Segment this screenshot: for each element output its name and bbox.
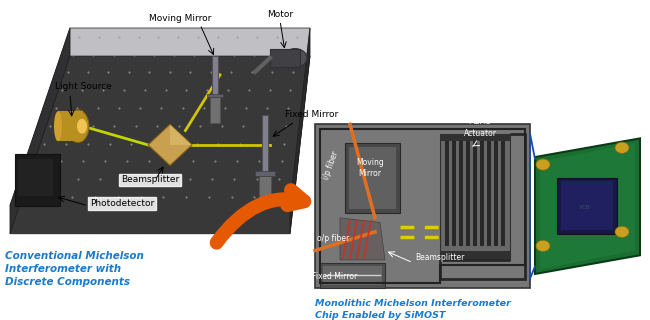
- Bar: [210, 97, 220, 124]
- Text: Photodetector: Photodetector: [90, 199, 154, 208]
- Bar: [320, 129, 525, 283]
- Text: i/p fiber: i/p fiber: [321, 150, 340, 181]
- Bar: [18, 159, 53, 196]
- Bar: [315, 124, 530, 288]
- Text: Moving Mirror: Moving Mirror: [149, 13, 211, 23]
- Polygon shape: [540, 143, 635, 269]
- Bar: [323, 266, 382, 285]
- Bar: [466, 138, 470, 246]
- Bar: [262, 115, 268, 175]
- Text: Monolithic Michelson Interferometer
Chip Enabled by SiMOST: Monolithic Michelson Interferometer Chip…: [315, 299, 511, 320]
- Ellipse shape: [536, 159, 550, 170]
- Bar: [452, 138, 456, 246]
- Text: Beamsplitter: Beamsplitter: [121, 175, 179, 184]
- Ellipse shape: [67, 110, 89, 143]
- Polygon shape: [148, 124, 192, 165]
- Bar: [487, 138, 491, 246]
- Bar: [58, 111, 83, 141]
- Ellipse shape: [155, 133, 185, 156]
- Polygon shape: [340, 218, 385, 260]
- Bar: [270, 49, 300, 67]
- Ellipse shape: [536, 240, 550, 252]
- Ellipse shape: [615, 226, 629, 237]
- Bar: [501, 138, 505, 246]
- Text: Fixed Mirror: Fixed Mirror: [313, 272, 358, 281]
- Text: Moving
Mirror: Moving Mirror: [356, 158, 384, 178]
- Ellipse shape: [615, 142, 629, 153]
- Polygon shape: [10, 28, 310, 206]
- Text: Motor: Motor: [267, 10, 293, 19]
- Polygon shape: [535, 138, 640, 274]
- Bar: [440, 251, 510, 260]
- Bar: [259, 176, 271, 199]
- Text: o/p fiber: o/p fiber: [317, 234, 349, 243]
- Bar: [557, 178, 617, 234]
- Polygon shape: [170, 124, 192, 145]
- Polygon shape: [15, 154, 60, 206]
- Bar: [459, 138, 463, 246]
- Bar: [320, 263, 385, 288]
- Bar: [345, 143, 400, 213]
- Text: Fixed Mirror: Fixed Mirror: [285, 110, 338, 119]
- Bar: [473, 138, 477, 246]
- Polygon shape: [10, 56, 310, 234]
- Text: Light Source: Light Source: [55, 82, 112, 91]
- Bar: [445, 138, 449, 246]
- Polygon shape: [290, 28, 310, 234]
- Bar: [349, 147, 396, 210]
- Text: PCB: PCB: [580, 204, 590, 210]
- Bar: [255, 171, 275, 176]
- Polygon shape: [10, 28, 70, 234]
- Bar: [440, 134, 510, 141]
- Text: Beamsplitter: Beamsplitter: [415, 253, 464, 262]
- Text: Conventional Michelson
Interferometer with
Discrete Components: Conventional Michelson Interferometer wi…: [5, 251, 144, 287]
- Bar: [494, 138, 498, 246]
- Ellipse shape: [54, 111, 62, 141]
- Text: MEMS
Actuator: MEMS Actuator: [463, 117, 497, 138]
- Bar: [440, 134, 510, 260]
- Bar: [207, 93, 223, 97]
- Bar: [212, 56, 218, 97]
- Bar: [561, 181, 613, 230]
- Bar: [480, 138, 484, 246]
- Ellipse shape: [77, 119, 87, 134]
- Ellipse shape: [283, 49, 307, 67]
